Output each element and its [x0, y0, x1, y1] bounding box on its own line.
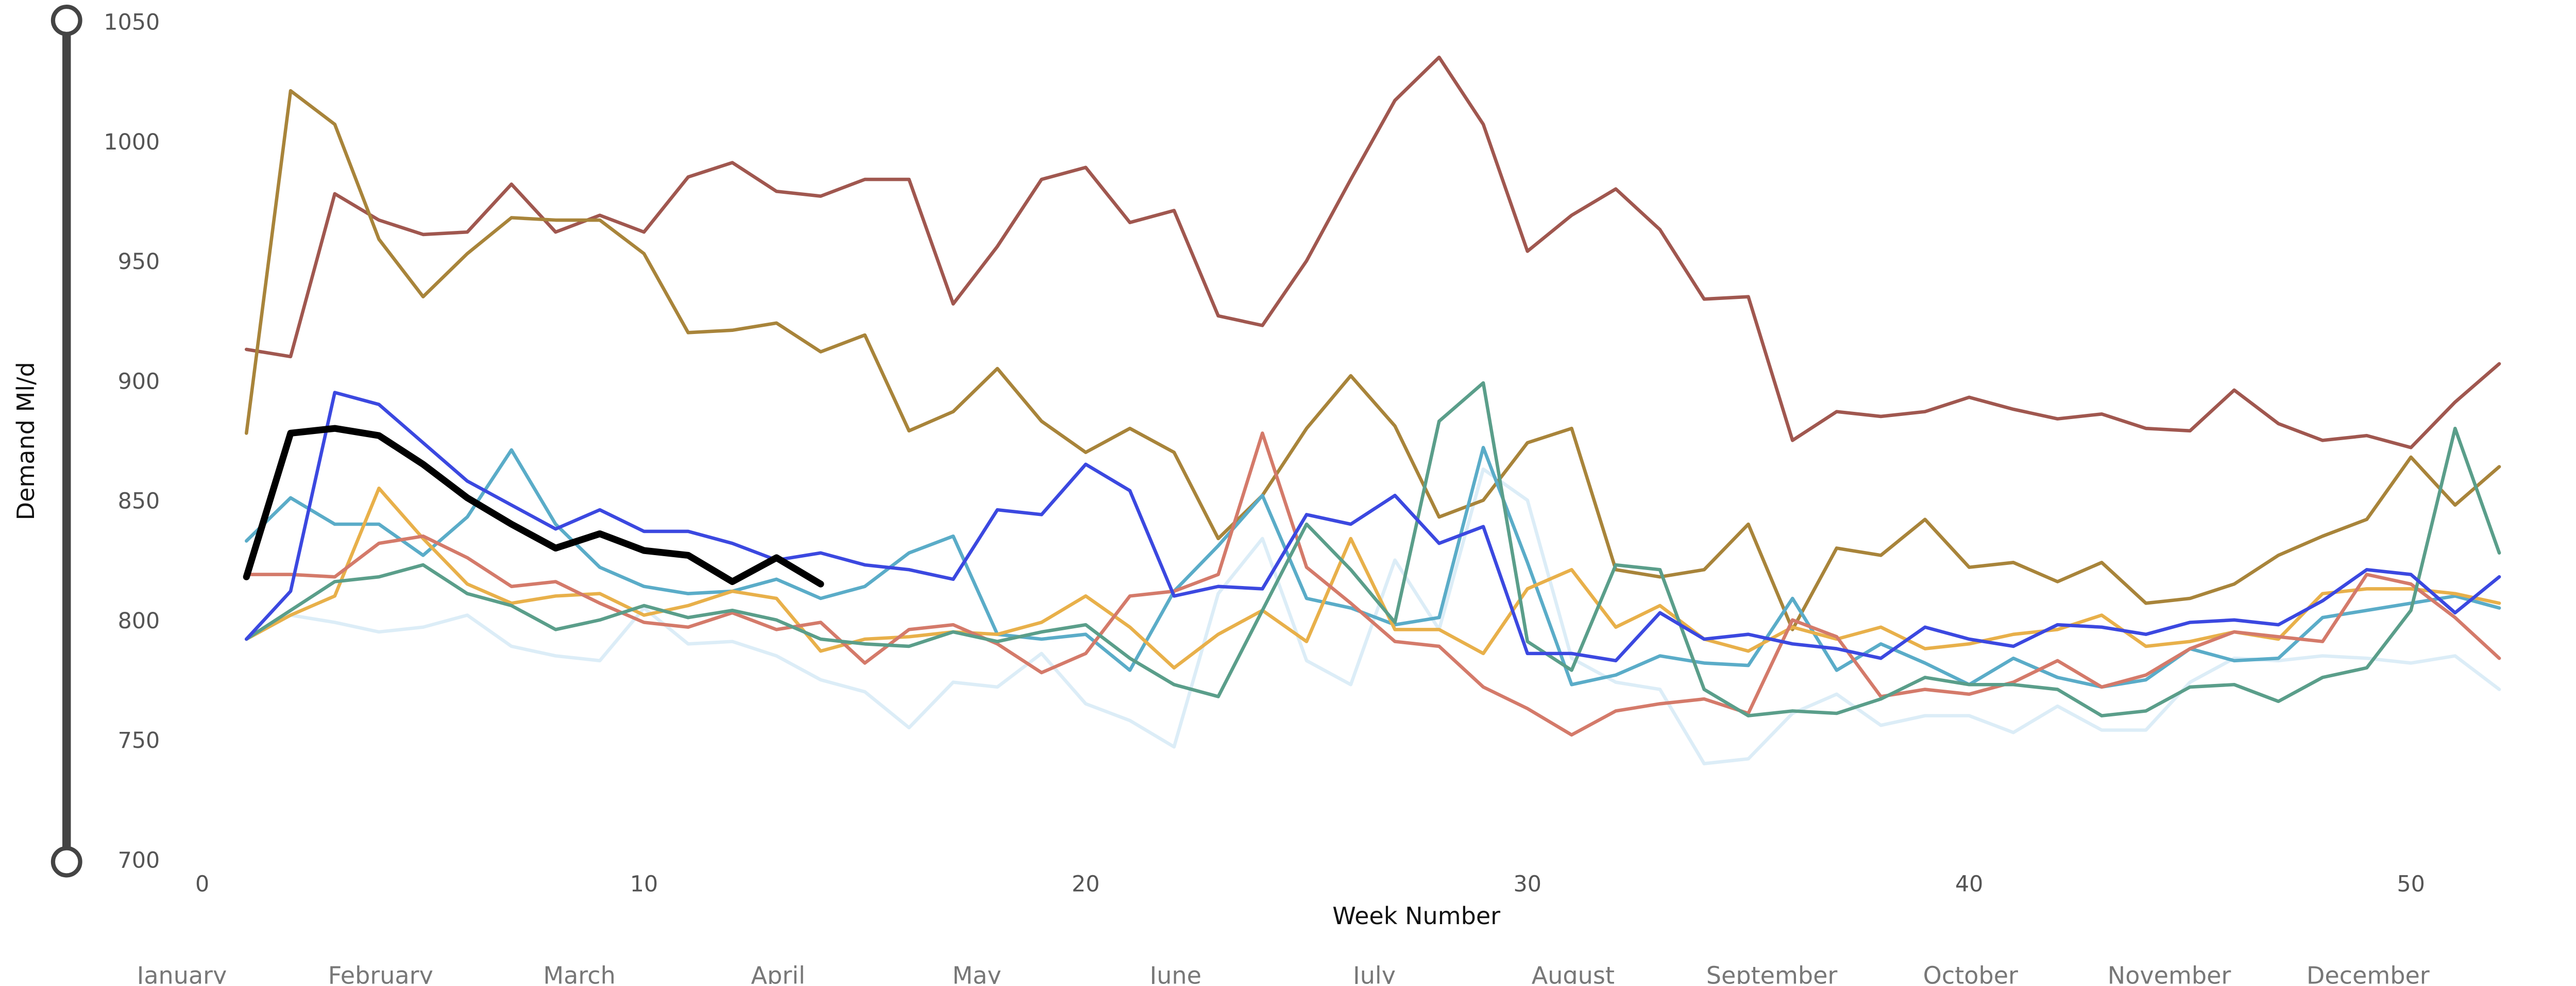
month-label[interactable]: July: [1351, 961, 1396, 986]
month-label[interactable]: March: [543, 961, 615, 986]
y-tick-label: 1050: [104, 10, 160, 36]
month-label[interactable]: November: [2108, 961, 2231, 986]
month-label[interactable]: June: [1148, 961, 1201, 986]
y-tick-label: 850: [118, 489, 160, 514]
series-line: [243, 425, 824, 588]
month-label[interactable]: September: [1706, 961, 1838, 986]
x-tick-label: 0: [195, 872, 209, 897]
y-tick-label: 1000: [104, 129, 160, 155]
range-slider-handle[interactable]: [50, 846, 82, 878]
month-label[interactable]: April: [751, 961, 805, 986]
month-label[interactable]: October: [1923, 961, 2018, 986]
series-line: [245, 381, 2501, 717]
y-axis-label: Demand Ml/d: [12, 362, 40, 520]
month-label[interactable]: May: [952, 961, 1001, 986]
y-tick-label: 900: [118, 369, 160, 394]
x-axis-label: Week Number: [1332, 902, 1500, 930]
month-label[interactable]: January: [135, 961, 227, 986]
x-tick-label: 10: [630, 872, 658, 897]
x-tick-label: 40: [1955, 872, 1983, 897]
y-tick-label: 700: [118, 848, 160, 874]
y-tick-label: 800: [118, 608, 160, 634]
month-label[interactable]: February: [328, 961, 433, 986]
x-tick-label: 30: [1514, 872, 1541, 897]
series-line: [245, 446, 2501, 689]
x-tick-label: 50: [2397, 872, 2425, 897]
series-line: [245, 89, 2501, 631]
x-tick-label: 20: [1072, 872, 1099, 897]
range-slider-handle[interactable]: [50, 5, 82, 36]
series-line: [245, 55, 2501, 449]
month-label[interactable]: August: [1532, 961, 1615, 986]
month-label[interactable]: December: [2307, 961, 2430, 986]
y-tick-label: 750: [118, 728, 160, 754]
y-tick-label: 950: [118, 249, 160, 275]
series-line: [245, 391, 2501, 663]
